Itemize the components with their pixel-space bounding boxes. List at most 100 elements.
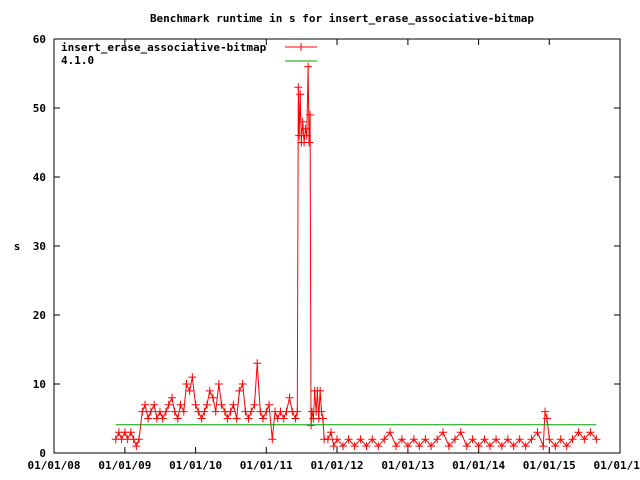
data-point xyxy=(456,428,465,437)
data-point xyxy=(344,435,353,444)
data-point xyxy=(541,407,550,416)
data-point xyxy=(285,393,294,402)
data-point xyxy=(515,435,524,444)
data-point xyxy=(164,400,173,409)
data-point xyxy=(468,435,477,444)
data-point xyxy=(592,435,601,444)
data-point xyxy=(293,407,302,416)
data-point xyxy=(235,386,244,395)
chart-title: Benchmark runtime in s for insert_erase_… xyxy=(150,12,534,25)
data-point xyxy=(138,407,147,416)
data-point xyxy=(421,435,430,444)
data-point xyxy=(374,442,383,451)
data-point xyxy=(556,435,565,444)
data-point xyxy=(176,400,185,409)
data-point xyxy=(298,117,307,126)
data-point xyxy=(250,400,259,409)
data-point xyxy=(158,414,167,423)
data-point xyxy=(339,442,348,451)
y-tick-label: 10 xyxy=(33,378,46,391)
x-tick-label: 01/01/14 xyxy=(452,459,505,472)
legend-marker-series-0 xyxy=(297,43,305,51)
data-point xyxy=(509,442,518,451)
data-point xyxy=(294,83,303,92)
series-0 xyxy=(111,62,601,451)
data-point xyxy=(486,442,495,451)
data-point xyxy=(415,442,424,451)
data-point xyxy=(203,400,212,409)
y-tick-label: 20 xyxy=(33,309,46,322)
y-tick-label: 30 xyxy=(33,240,46,253)
data-point xyxy=(173,414,182,423)
data-point xyxy=(307,421,316,430)
data-point xyxy=(226,407,235,416)
data-point xyxy=(503,435,512,444)
data-point xyxy=(167,393,176,402)
data-point xyxy=(291,414,300,423)
data-point xyxy=(209,393,218,402)
data-point xyxy=(433,435,442,444)
data-point xyxy=(521,442,530,451)
data-point xyxy=(304,62,313,71)
data-point xyxy=(306,110,315,119)
data-point xyxy=(492,435,501,444)
data-point xyxy=(217,400,226,409)
data-point xyxy=(223,414,232,423)
data-point xyxy=(135,435,144,444)
data-point xyxy=(141,400,150,409)
data-point xyxy=(545,435,554,444)
data-point xyxy=(362,442,371,451)
data-point xyxy=(580,435,589,444)
data-point xyxy=(247,407,256,416)
data-point xyxy=(438,428,447,437)
data-point xyxy=(318,414,327,423)
data-point xyxy=(232,414,241,423)
data-point xyxy=(368,435,377,444)
data-point xyxy=(146,407,155,416)
data-point xyxy=(474,442,483,451)
x-tick-label: 01/01/15 xyxy=(523,459,576,472)
data-point xyxy=(539,442,548,451)
data-point xyxy=(238,380,247,388)
data-point xyxy=(316,386,325,395)
data-point xyxy=(333,435,341,444)
data-point xyxy=(188,373,197,382)
data-point xyxy=(262,407,271,416)
plot-frame xyxy=(53,38,621,454)
data-point xyxy=(302,131,311,140)
x-tick-label: 01/01/08 xyxy=(28,459,81,472)
data-point xyxy=(305,138,314,147)
data-point xyxy=(317,407,326,416)
data-point xyxy=(403,442,412,451)
x-tick-label: 01/01/10 xyxy=(169,459,222,472)
data-point xyxy=(182,380,191,388)
data-point xyxy=(161,407,170,416)
data-point xyxy=(170,407,179,416)
data-point xyxy=(497,442,506,451)
data-point xyxy=(211,407,220,416)
y-tick-label: 50 xyxy=(33,102,46,115)
data-point xyxy=(126,428,135,437)
y-tick-label: 60 xyxy=(33,33,46,46)
y-axis-label: s xyxy=(14,240,21,253)
data-point xyxy=(329,442,338,451)
data-point xyxy=(533,428,542,437)
series-line xyxy=(115,66,597,448)
data-point xyxy=(527,435,536,444)
data-point xyxy=(480,435,489,444)
data-point xyxy=(265,400,274,409)
data-point xyxy=(132,442,141,451)
data-point xyxy=(229,400,238,409)
y-axis: 0 10 20 30 40 50 60 xyxy=(33,33,620,460)
data-point xyxy=(144,414,153,423)
x-tick-label: 01/01/16 xyxy=(594,459,640,472)
data-point xyxy=(296,90,305,99)
data-point xyxy=(197,414,206,423)
data-point xyxy=(562,442,571,451)
data-point xyxy=(386,428,395,437)
data-point xyxy=(214,380,223,388)
data-point xyxy=(185,386,194,395)
data-point xyxy=(323,435,332,444)
data-point xyxy=(462,442,471,451)
